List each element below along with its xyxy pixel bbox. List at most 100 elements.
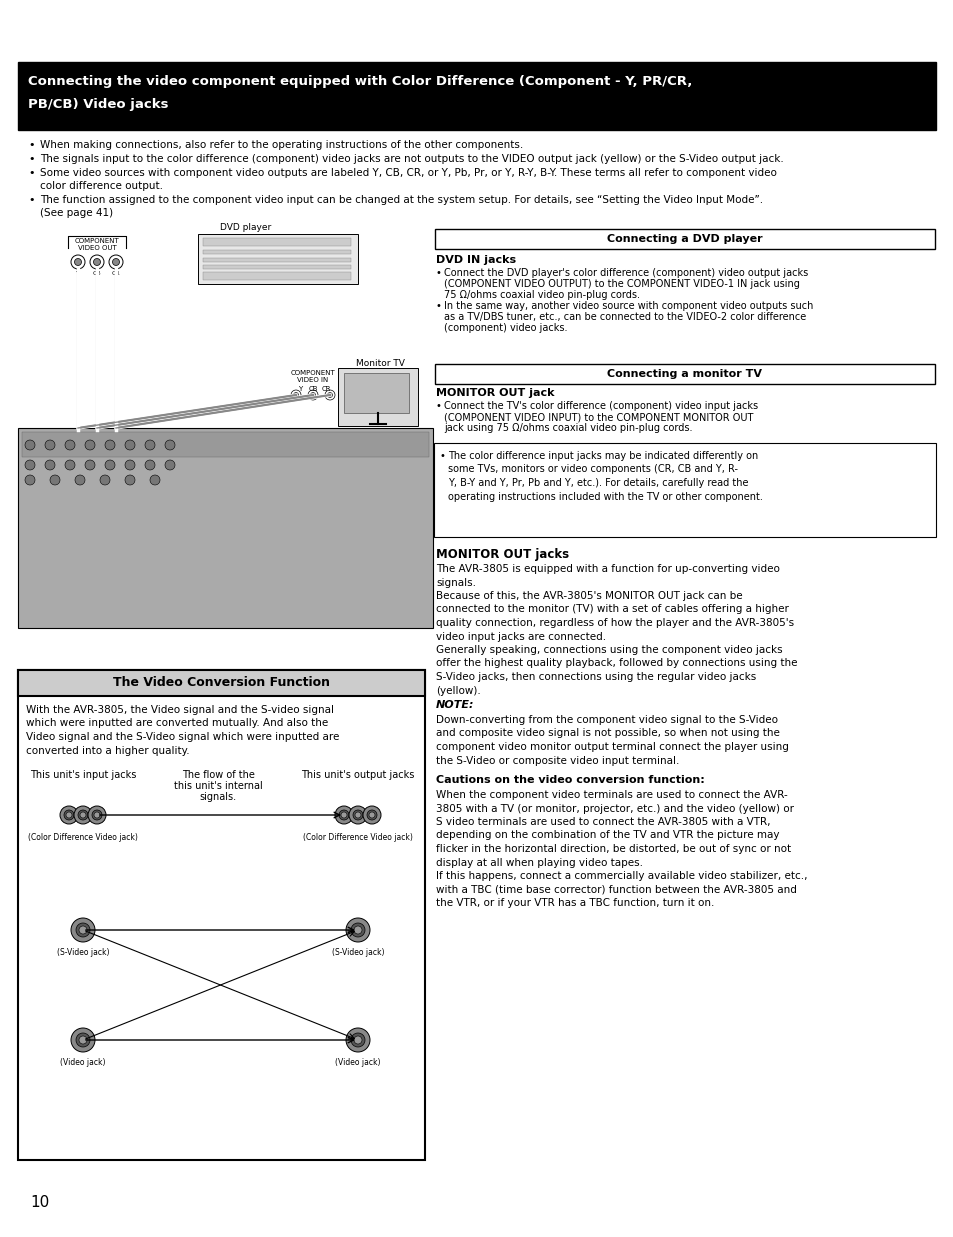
- Circle shape: [100, 475, 110, 485]
- FancyBboxPatch shape: [434, 443, 935, 537]
- Circle shape: [74, 259, 81, 266]
- Text: Generally speaking, connections using the component video jacks: Generally speaking, connections using th…: [436, 644, 781, 656]
- Text: CB: CB: [92, 271, 101, 276]
- Circle shape: [66, 811, 71, 818]
- Circle shape: [94, 811, 100, 818]
- Text: Y, B-Y and Y, Pr, Pb and Y, etc.). For details, carefully read the: Y, B-Y and Y, Pr, Pb and Y, etc.). For d…: [448, 477, 748, 489]
- Circle shape: [85, 460, 95, 470]
- Text: The signals input to the color difference (component) video jacks are not output: The signals input to the color differenc…: [40, 153, 783, 165]
- Text: When the component video terminals are used to connect the AVR-: When the component video terminals are u…: [436, 790, 787, 800]
- Circle shape: [125, 475, 135, 485]
- Text: signals.: signals.: [436, 578, 476, 588]
- Text: CR: CR: [112, 271, 120, 276]
- Text: CB: CB: [308, 386, 317, 392]
- Text: •: •: [28, 195, 34, 205]
- Text: Because of this, the AVR-3805's MONITOR OUT jack can be: Because of this, the AVR-3805's MONITOR …: [436, 591, 741, 601]
- Text: (yellow).: (yellow).: [436, 685, 480, 695]
- Text: (See page 41): (See page 41): [40, 208, 113, 218]
- Circle shape: [76, 1033, 90, 1047]
- Circle shape: [79, 1037, 87, 1044]
- Text: offer the highest quality playback, followed by connections using the: offer the highest quality playback, foll…: [436, 658, 797, 668]
- Circle shape: [76, 923, 90, 936]
- Circle shape: [75, 475, 85, 485]
- Text: (COMPONENT VIDEO INPUT) to the COMPONENT MONITOR OUT: (COMPONENT VIDEO INPUT) to the COMPONENT…: [443, 412, 753, 422]
- Text: Cautions on the video conversion function:: Cautions on the video conversion functio…: [436, 776, 704, 785]
- Text: 3805 with a TV (or monitor, projector, etc.) and the video (yellow) or: 3805 with a TV (or monitor, projector, e…: [436, 804, 793, 814]
- Text: component video monitor output terminal connect the player using: component video monitor output terminal …: [436, 742, 788, 752]
- Circle shape: [145, 440, 154, 450]
- Circle shape: [25, 475, 35, 485]
- Text: (S-Video jack): (S-Video jack): [332, 948, 384, 957]
- Text: Y: Y: [76, 271, 80, 276]
- FancyBboxPatch shape: [203, 259, 351, 262]
- Circle shape: [105, 460, 115, 470]
- Text: The AVR-3805 is equipped with a function for up-converting video: The AVR-3805 is equipped with a function…: [436, 564, 779, 574]
- Text: COMPONENT: COMPONENT: [74, 238, 119, 244]
- Circle shape: [65, 440, 75, 450]
- Text: (S-Video jack): (S-Video jack): [56, 948, 110, 957]
- Text: When making connections, also refer to the operating instructions of the other c: When making connections, also refer to t…: [40, 140, 522, 150]
- Circle shape: [45, 460, 55, 470]
- Circle shape: [346, 918, 370, 943]
- Circle shape: [60, 807, 78, 824]
- Circle shape: [355, 811, 360, 818]
- FancyBboxPatch shape: [203, 272, 351, 280]
- Text: the S-Video or composite video input terminal.: the S-Video or composite video input ter…: [436, 756, 679, 766]
- Text: (Video jack): (Video jack): [335, 1058, 380, 1068]
- FancyBboxPatch shape: [18, 428, 433, 628]
- Circle shape: [340, 811, 347, 818]
- Text: The function assigned to the component video input can be changed at the system : The function assigned to the component v…: [40, 195, 762, 205]
- Text: •: •: [436, 268, 441, 278]
- Circle shape: [25, 440, 35, 450]
- Text: The flow of the: The flow of the: [181, 769, 254, 781]
- Text: This unit's input jacks: This unit's input jacks: [30, 769, 136, 781]
- Text: DVD player: DVD player: [220, 223, 271, 233]
- Text: Y: Y: [297, 386, 302, 392]
- Text: some TVs, monitors or video components (CR, CB and Y, R-: some TVs, monitors or video components (…: [448, 465, 738, 475]
- Text: •: •: [28, 168, 34, 178]
- Circle shape: [71, 918, 95, 943]
- Circle shape: [93, 259, 100, 266]
- Circle shape: [351, 1033, 365, 1047]
- Circle shape: [125, 440, 135, 450]
- Circle shape: [145, 460, 154, 470]
- Text: MONITOR OUT jack: MONITOR OUT jack: [436, 388, 554, 398]
- Text: •: •: [436, 401, 441, 411]
- Text: Connecting a DVD player: Connecting a DVD player: [606, 234, 762, 244]
- Text: In the same way, another video source with component video outputs such: In the same way, another video source wi…: [443, 301, 813, 310]
- FancyBboxPatch shape: [18, 670, 424, 696]
- Circle shape: [112, 259, 119, 266]
- Text: •: •: [28, 153, 34, 165]
- Circle shape: [325, 390, 335, 400]
- Text: DVD IN jacks: DVD IN jacks: [436, 255, 516, 265]
- FancyBboxPatch shape: [18, 62, 935, 130]
- Text: S-Video jacks, then connections using the regular video jacks: S-Video jacks, then connections using th…: [436, 672, 756, 682]
- Text: •: •: [436, 301, 441, 310]
- Circle shape: [80, 811, 86, 818]
- Text: VIDEO IN: VIDEO IN: [297, 377, 328, 383]
- Text: With the AVR-3805, the Video signal and the S-video signal: With the AVR-3805, the Video signal and …: [26, 705, 334, 715]
- Text: 75 Ω/ohms coaxial video pin-plug cords.: 75 Ω/ohms coaxial video pin-plug cords.: [443, 289, 639, 301]
- Text: Some video sources with component video outputs are labeled Y, CB, CR, or Y, Pb,: Some video sources with component video …: [40, 168, 776, 178]
- Text: Connecting a monitor TV: Connecting a monitor TV: [607, 369, 761, 379]
- Text: COMPONENT: COMPONENT: [291, 370, 335, 376]
- Text: (Color Difference Video jack): (Color Difference Video jack): [303, 833, 413, 842]
- Text: depending on the combination of the TV and VTR the picture may: depending on the combination of the TV a…: [436, 830, 779, 840]
- Circle shape: [85, 440, 95, 450]
- FancyBboxPatch shape: [203, 250, 351, 254]
- Text: as a TV/DBS tuner, etc., can be connected to the VIDEO-2 color difference: as a TV/DBS tuner, etc., can be connecte…: [443, 312, 805, 322]
- FancyBboxPatch shape: [18, 670, 424, 1160]
- FancyBboxPatch shape: [344, 374, 409, 413]
- FancyBboxPatch shape: [435, 229, 934, 249]
- Text: S video terminals are used to connect the AVR-3805 with a VTR,: S video terminals are used to connect th…: [436, 816, 770, 828]
- Text: the VTR, or if your VTR has a TBC function, turn it on.: the VTR, or if your VTR has a TBC functi…: [436, 898, 714, 908]
- Circle shape: [79, 927, 87, 934]
- Text: This unit's output jacks: This unit's output jacks: [301, 769, 415, 781]
- Circle shape: [45, 440, 55, 450]
- Text: CR: CR: [321, 386, 331, 392]
- Text: PB/CB) Video jacks: PB/CB) Video jacks: [28, 98, 169, 111]
- Text: display at all when playing video tapes.: display at all when playing video tapes.: [436, 857, 642, 867]
- FancyBboxPatch shape: [203, 265, 351, 268]
- Text: •: •: [28, 140, 34, 150]
- Text: operating instructions included with the TV or other component.: operating instructions included with the…: [448, 491, 762, 501]
